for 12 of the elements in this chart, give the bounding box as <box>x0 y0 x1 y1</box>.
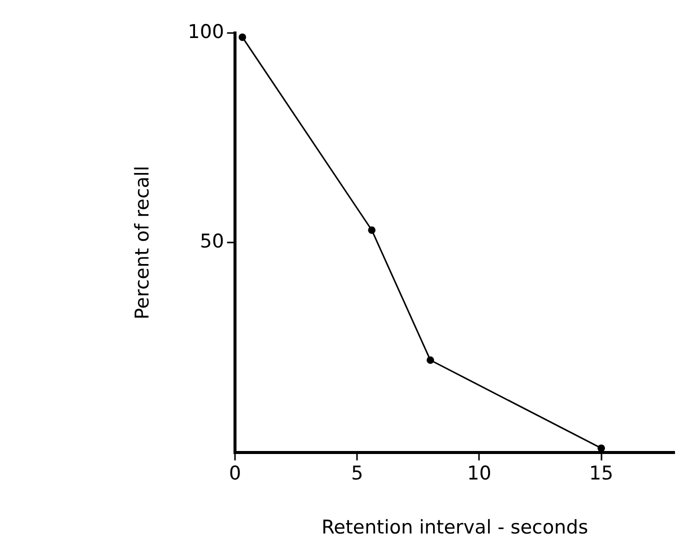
y-tick-label: 100 <box>188 20 224 43</box>
x-tick-label: 15 <box>589 462 614 485</box>
x-tick-label: 5 <box>351 462 364 485</box>
point <box>368 226 376 234</box>
point <box>426 356 434 364</box>
point <box>598 444 606 452</box>
x-tick-label: 0 <box>229 462 242 485</box>
y-axis-title: Percent of recall <box>131 166 154 320</box>
point <box>238 33 246 41</box>
x-axis-title: Retention interval - seconds <box>321 516 588 539</box>
x-tick-label: 10 <box>467 462 492 485</box>
y-tick-label: 50 <box>200 230 224 253</box>
